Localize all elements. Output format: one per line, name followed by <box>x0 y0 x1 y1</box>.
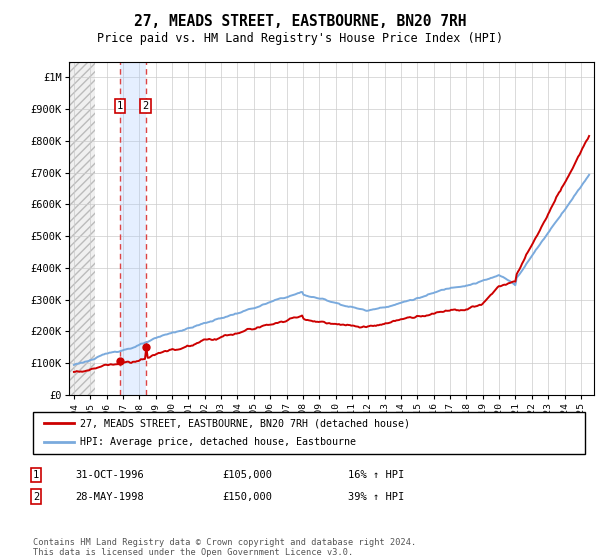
Text: Price paid vs. HM Land Registry's House Price Index (HPI): Price paid vs. HM Land Registry's House … <box>97 32 503 45</box>
Text: £150,000: £150,000 <box>222 492 272 502</box>
Bar <box>69 62 95 395</box>
Text: 27, MEADS STREET, EASTBOURNE, BN20 7RH (detached house): 27, MEADS STREET, EASTBOURNE, BN20 7RH (… <box>80 418 410 428</box>
Text: 1: 1 <box>117 101 124 111</box>
Text: 27, MEADS STREET, EASTBOURNE, BN20 7RH: 27, MEADS STREET, EASTBOURNE, BN20 7RH <box>134 14 466 29</box>
Text: Contains HM Land Registry data © Crown copyright and database right 2024.
This d: Contains HM Land Registry data © Crown c… <box>33 538 416 557</box>
Text: 16% ↑ HPI: 16% ↑ HPI <box>348 470 404 480</box>
Text: HPI: Average price, detached house, Eastbourne: HPI: Average price, detached house, East… <box>80 437 356 447</box>
Bar <box>120 62 146 395</box>
Text: 39% ↑ HPI: 39% ↑ HPI <box>348 492 404 502</box>
Text: 28-MAY-1998: 28-MAY-1998 <box>75 492 144 502</box>
Text: 2: 2 <box>33 492 39 502</box>
Text: 1: 1 <box>33 470 39 480</box>
Text: 31-OCT-1996: 31-OCT-1996 <box>75 470 144 480</box>
Text: £105,000: £105,000 <box>222 470 272 480</box>
Text: 2: 2 <box>143 101 149 111</box>
